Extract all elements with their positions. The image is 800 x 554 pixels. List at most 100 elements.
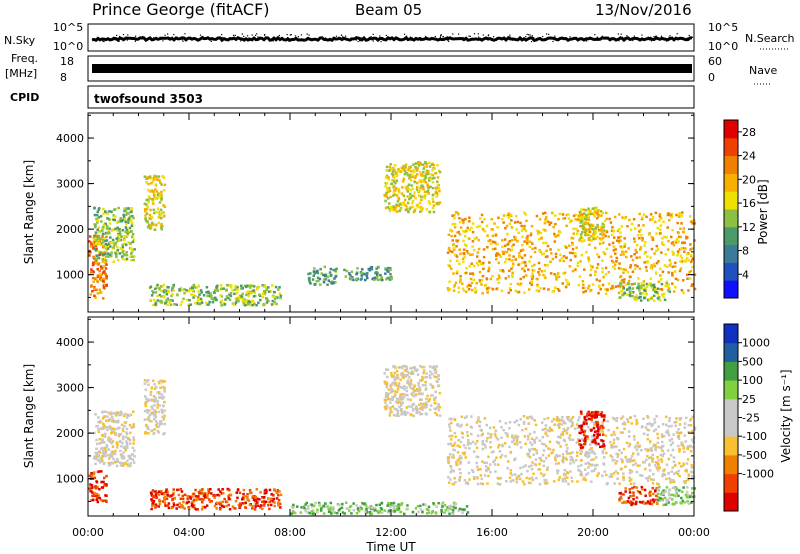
nsky-dot	[201, 35, 203, 38]
data-cell	[437, 408, 441, 412]
data-cell	[693, 287, 697, 291]
data-cell	[667, 283, 670, 286]
nsky-dot	[546, 33, 548, 35]
data-cell	[96, 459, 100, 462]
data-cell	[389, 195, 392, 199]
data-cell	[612, 472, 616, 475]
data-cell	[640, 426, 644, 429]
data-cell	[432, 204, 436, 207]
nsky-dot	[159, 36, 161, 38]
data-cell	[222, 492, 225, 495]
data-cell	[146, 411, 149, 414]
data-cell	[130, 224, 134, 227]
data-cell	[272, 290, 276, 294]
data-cell	[247, 499, 251, 502]
data-cell	[117, 258, 120, 262]
data-cell	[417, 389, 421, 393]
data-cell	[587, 287, 590, 290]
data-cell	[595, 266, 599, 270]
data-cell	[263, 496, 266, 499]
data-cell	[208, 500, 212, 504]
data-cell	[566, 417, 569, 420]
data-cell	[646, 298, 650, 302]
data-cell	[278, 292, 281, 295]
data-cell	[527, 435, 530, 438]
data-cell	[483, 230, 487, 233]
data-cell	[503, 442, 507, 445]
data-cell	[528, 260, 531, 263]
data-cell	[133, 255, 136, 258]
data-cell	[384, 407, 387, 411]
data-cell	[180, 504, 183, 507]
data-cell	[269, 499, 273, 502]
data-cell	[104, 252, 107, 255]
data-cell	[172, 289, 175, 292]
data-cell	[236, 291, 239, 295]
data-cell	[674, 277, 678, 281]
data-cell	[130, 259, 133, 262]
data-cell	[200, 301, 204, 304]
data-cell	[652, 500, 655, 504]
data-cell	[402, 203, 406, 206]
data-cell	[556, 423, 560, 427]
data-cell	[423, 406, 426, 409]
data-cell	[379, 273, 382, 277]
data-cell	[585, 217, 589, 221]
data-cell	[267, 300, 270, 303]
data-cell	[636, 464, 639, 467]
nsky-dot	[505, 39, 507, 41]
data-cell	[421, 375, 424, 379]
data-cell	[527, 422, 530, 425]
data-cell	[629, 266, 632, 269]
data-cell	[637, 277, 640, 280]
data-cell	[116, 248, 120, 252]
data-cell	[499, 476, 503, 480]
data-cell	[671, 253, 675, 256]
data-cell	[691, 265, 694, 269]
data-cell	[456, 424, 460, 427]
data-cell	[527, 452, 530, 456]
data-cell	[476, 440, 479, 443]
data-cell	[505, 250, 509, 254]
data-cell	[219, 284, 223, 287]
data-cell	[114, 241, 118, 245]
data-cell	[265, 491, 268, 494]
data-cell	[410, 405, 413, 408]
data-cell	[318, 503, 322, 506]
data-cell	[462, 444, 466, 447]
data-cell	[251, 507, 254, 510]
data-cell	[435, 413, 439, 417]
data-cell	[102, 451, 105, 454]
data-cell	[435, 505, 438, 508]
data-cell	[670, 470, 674, 473]
data-cell	[662, 295, 665, 298]
data-cell	[410, 175, 413, 178]
data-cell	[506, 432, 509, 436]
data-cell	[544, 432, 547, 435]
data-cell	[95, 241, 98, 245]
data-cell	[526, 469, 529, 473]
data-cell	[561, 453, 565, 456]
data-cell	[482, 255, 486, 259]
data-cell	[419, 364, 422, 368]
data-cell	[652, 284, 655, 287]
data-cell	[386, 504, 389, 507]
data-cell	[485, 277, 488, 280]
data-cell	[544, 255, 548, 259]
data-cell	[144, 402, 147, 406]
data-cell	[237, 296, 241, 299]
data-cell	[477, 468, 481, 471]
data-cell	[677, 437, 681, 440]
data-cell	[177, 493, 181, 497]
data-cell	[251, 291, 255, 294]
data-cell	[132, 461, 136, 464]
data-cell	[612, 446, 615, 449]
data-cell	[434, 172, 437, 175]
data-cell	[268, 507, 271, 511]
data-cell	[657, 462, 660, 466]
data-cell	[565, 429, 569, 432]
data-cell	[571, 251, 574, 255]
data-cell	[543, 443, 546, 446]
data-cell	[595, 421, 598, 424]
data-cell	[386, 276, 389, 280]
